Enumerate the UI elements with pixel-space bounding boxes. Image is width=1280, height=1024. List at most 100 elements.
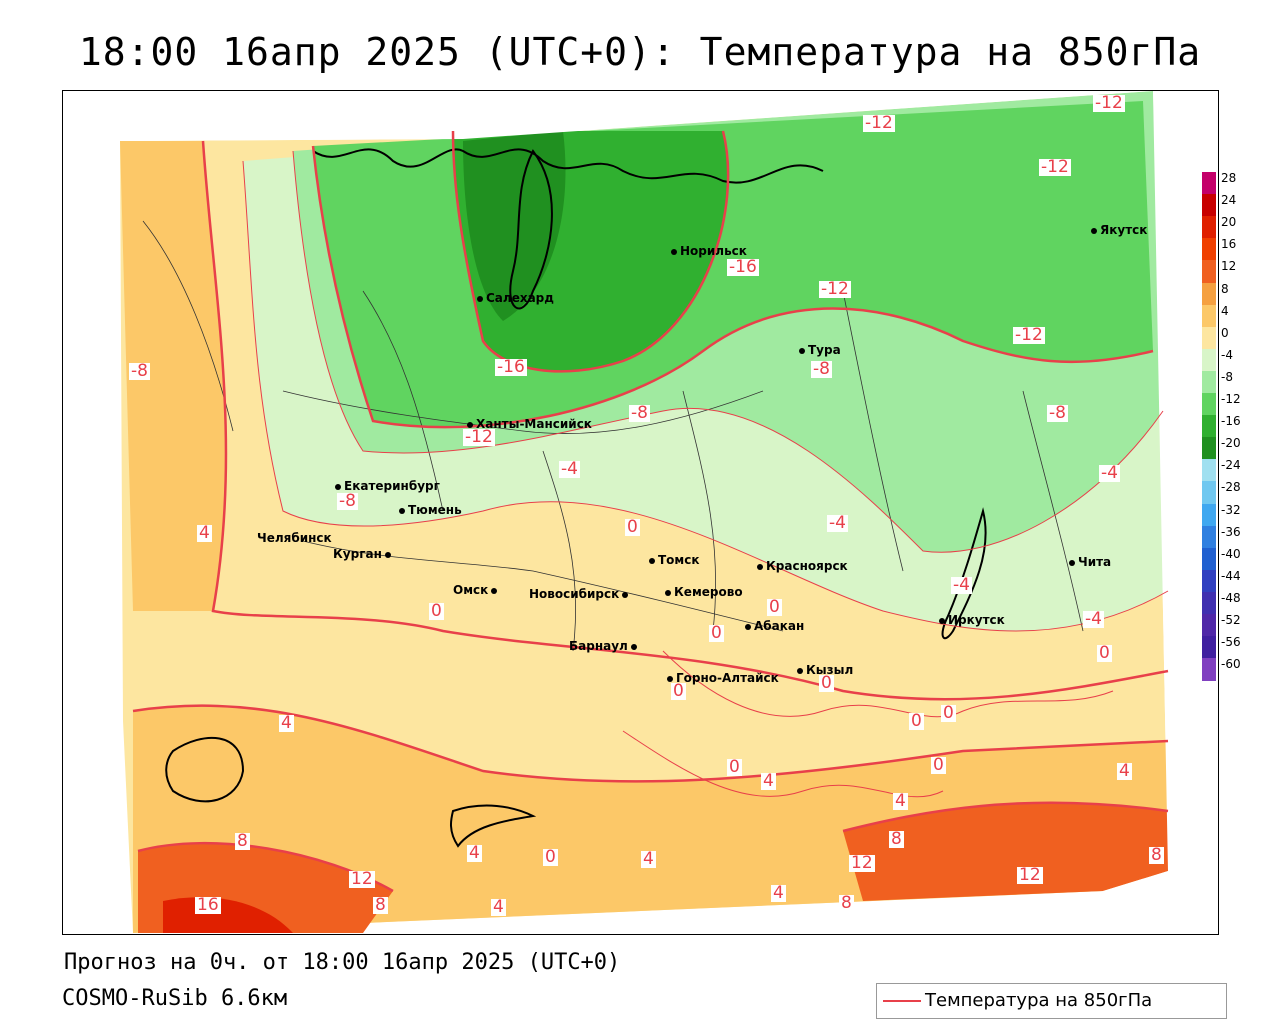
contour-label: 0 <box>709 623 724 643</box>
contour-label: -8 <box>129 361 150 381</box>
contour-label: 0 <box>727 757 742 777</box>
contour-label: 0 <box>429 601 444 621</box>
domain-west-orange <box>120 141 226 611</box>
contour-label: 4 <box>1117 761 1132 781</box>
colorbar-tick-label: -8 <box>1221 369 1233 384</box>
contour-label: 4 <box>893 791 908 811</box>
colorbar-cell <box>1202 636 1216 660</box>
city-gorno-altaysk: Горно-Алтайск <box>667 671 779 685</box>
contour-label: -12 <box>1039 157 1071 177</box>
model-name: COSMO-RuSib 6.6км <box>62 986 288 1011</box>
isotherms <box>132 130 1169 893</box>
contour-label: 8 <box>235 831 250 851</box>
colorbar-tick-label: -16 <box>1221 414 1241 429</box>
contour-label: 8 <box>373 895 388 915</box>
colorbar-tick-label: -40 <box>1221 546 1241 561</box>
colorbar-cell <box>1202 415 1216 439</box>
legend: Температура на 850гПа <box>876 983 1227 1019</box>
city-label: Норильск <box>680 244 747 258</box>
city-label: Омск <box>453 583 489 597</box>
city-kurgan: Курган <box>333 547 394 561</box>
contour-label: 0 <box>941 703 956 723</box>
colorbar-cell <box>1202 326 1216 350</box>
city-label: Курган <box>333 547 382 561</box>
contour-label: 0 <box>625 517 640 537</box>
arctic-coastline <box>312 148 824 184</box>
legend-label: Температура на 850гПа <box>925 990 1153 1011</box>
contour-label: -16 <box>495 357 527 377</box>
contour-label: -4 <box>827 513 848 533</box>
colorbar-cell <box>1202 658 1216 682</box>
colorbar-tick-label: -48 <box>1221 590 1241 605</box>
city-salekhard: Салехард <box>477 291 554 305</box>
colorbar-tick-label: -12 <box>1221 392 1241 406</box>
city-marker <box>667 675 673 682</box>
city-marker <box>665 589 671 596</box>
colorbar-tick-label: 0 <box>1221 325 1229 340</box>
contour-label: -12 <box>463 427 495 447</box>
colorbar-cell <box>1202 304 1216 328</box>
city-kyzyl: Кызыл <box>797 663 853 677</box>
city-marker <box>1091 227 1097 234</box>
city-marker <box>467 421 473 428</box>
temperature-map: Салехард Норильск Якутск Тура Ханты-Манс… <box>62 90 1219 935</box>
contour-label: -8 <box>811 359 832 379</box>
colorbar-cell <box>1202 216 1216 240</box>
colorbar-cell <box>1202 194 1216 218</box>
colorbar-tick-label: -32 <box>1221 502 1241 517</box>
city-label: Кемерово <box>674 585 743 599</box>
colorbar-tick-label: -44 <box>1221 568 1241 583</box>
colorbar-cell <box>1202 503 1216 527</box>
colorbar-tick-label: 12 <box>1221 259 1237 274</box>
city-khanty-mansiysk: Ханты-Мансийск <box>467 417 592 431</box>
contour-label: 4 <box>761 771 776 791</box>
city-barnaul: Барнаул <box>569 639 640 653</box>
aral-sea <box>165 737 245 803</box>
contour-label: 4 <box>279 713 294 733</box>
colorbar-cell <box>1202 282 1216 306</box>
city-label: Тура <box>808 343 841 357</box>
city-marker <box>939 617 945 624</box>
city-label: Барнаул <box>569 639 628 653</box>
colorbar-tick-label: -52 <box>1221 613 1241 627</box>
city-marker <box>477 295 483 302</box>
city-abakan: Абакан <box>745 619 804 633</box>
contour-label: -8 <box>1047 403 1068 423</box>
contour-label: -8 <box>629 403 650 423</box>
regional-borders <box>142 220 1084 652</box>
colorbar-tick-label: 28 <box>1221 171 1237 185</box>
city-novosibirsk: Новосибирск <box>529 587 631 601</box>
colorbar-tick-label: -4 <box>1221 347 1233 362</box>
city-label: Чита <box>1078 555 1112 569</box>
city-yekaterinburg: Екатеринбург <box>335 479 440 493</box>
yamal-peninsula <box>509 149 553 310</box>
colorbar-cell <box>1202 238 1216 262</box>
colorbar-tick-label: -28 <box>1221 480 1241 495</box>
contour-label: 12 <box>349 869 375 889</box>
contour-label: 4 <box>197 523 212 543</box>
contour-label: 12 <box>849 853 875 873</box>
colorbar-cell <box>1202 172 1216 196</box>
colorbar-cell <box>1202 525 1216 549</box>
city-marker <box>335 483 341 490</box>
city-norilsk: Норильск <box>671 244 747 258</box>
colorbar-tick-label: 20 <box>1221 215 1237 230</box>
city-marker <box>622 591 629 598</box>
colorbar-cell <box>1202 547 1216 571</box>
city-label: Томск <box>658 553 700 567</box>
colorbar-tick-label: -24 <box>1221 458 1241 473</box>
city-label: Салехард <box>486 291 554 305</box>
colorbar-cell <box>1202 260 1216 284</box>
contour-label: -4 <box>1099 463 1120 483</box>
colorbar-tick-label: 8 <box>1221 281 1229 296</box>
contour-label: 0 <box>1097 643 1112 663</box>
contour-label: -16 <box>727 257 759 277</box>
city-marker <box>630 643 637 650</box>
city-marker <box>649 557 655 564</box>
lake-baikal <box>941 507 987 640</box>
map-canvas <box>63 91 1218 934</box>
contour-label: 12 <box>1017 865 1043 885</box>
city-marker <box>384 551 391 558</box>
colorbar-tick-label: 24 <box>1221 193 1237 208</box>
colorbar-tick-label: -60 <box>1221 657 1241 672</box>
